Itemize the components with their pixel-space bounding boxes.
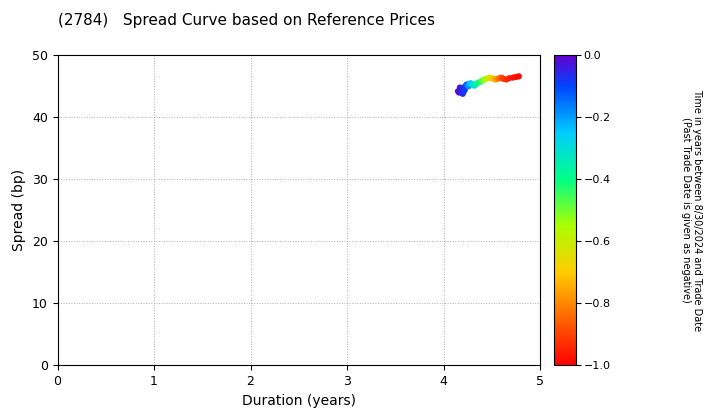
Point	[513, 73, 525, 80]
Point	[456, 90, 467, 97]
Point	[453, 89, 464, 96]
Point	[488, 76, 500, 82]
Point	[460, 82, 472, 89]
Point	[474, 79, 486, 85]
Y-axis label: Spread (bp): Spread (bp)	[12, 169, 27, 251]
Point	[482, 75, 494, 81]
Point	[455, 89, 467, 95]
Point	[463, 83, 474, 89]
Point	[454, 84, 466, 91]
Point	[458, 88, 469, 94]
Text: (2784)   Spread Curve based on Reference Prices: (2784) Spread Curve based on Reference P…	[58, 13, 435, 28]
Point	[454, 87, 466, 93]
Point	[492, 76, 503, 82]
Point	[484, 74, 495, 81]
Point	[500, 76, 512, 83]
Point	[498, 76, 509, 82]
Point	[507, 74, 518, 81]
Point	[456, 87, 467, 94]
X-axis label: Duration (years): Duration (years)	[242, 394, 356, 408]
Point	[478, 76, 490, 83]
Point	[458, 85, 469, 92]
Point	[490, 76, 501, 83]
Point	[455, 85, 467, 92]
Y-axis label: Time in years between 8/30/2024 and Trade Date
(Past Trade Date is given as nega: Time in years between 8/30/2024 and Trad…	[680, 89, 702, 331]
Point	[465, 80, 477, 87]
Point	[459, 84, 470, 90]
Point	[452, 88, 464, 94]
Point	[472, 79, 484, 86]
Point	[477, 77, 488, 84]
Point	[461, 81, 472, 88]
Point	[467, 81, 478, 88]
Point	[510, 74, 521, 80]
Point	[471, 81, 482, 87]
Point	[462, 82, 474, 89]
Point	[457, 90, 469, 97]
Point	[459, 87, 470, 93]
Point	[503, 75, 515, 81]
Point	[469, 82, 480, 89]
Point	[464, 81, 475, 87]
Point	[486, 75, 498, 81]
Point	[480, 76, 492, 82]
Point	[457, 86, 469, 93]
Point	[494, 75, 505, 81]
Point	[495, 74, 507, 81]
